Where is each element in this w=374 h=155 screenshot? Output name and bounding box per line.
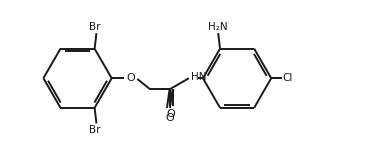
Text: O: O [165, 113, 174, 123]
Text: Br: Br [89, 125, 100, 135]
Text: O: O [126, 73, 135, 83]
Text: HN: HN [191, 72, 206, 82]
Text: Cl: Cl [282, 73, 293, 83]
Text: Br: Br [89, 22, 100, 32]
Text: O: O [167, 109, 175, 119]
Text: H₂N: H₂N [208, 22, 228, 32]
